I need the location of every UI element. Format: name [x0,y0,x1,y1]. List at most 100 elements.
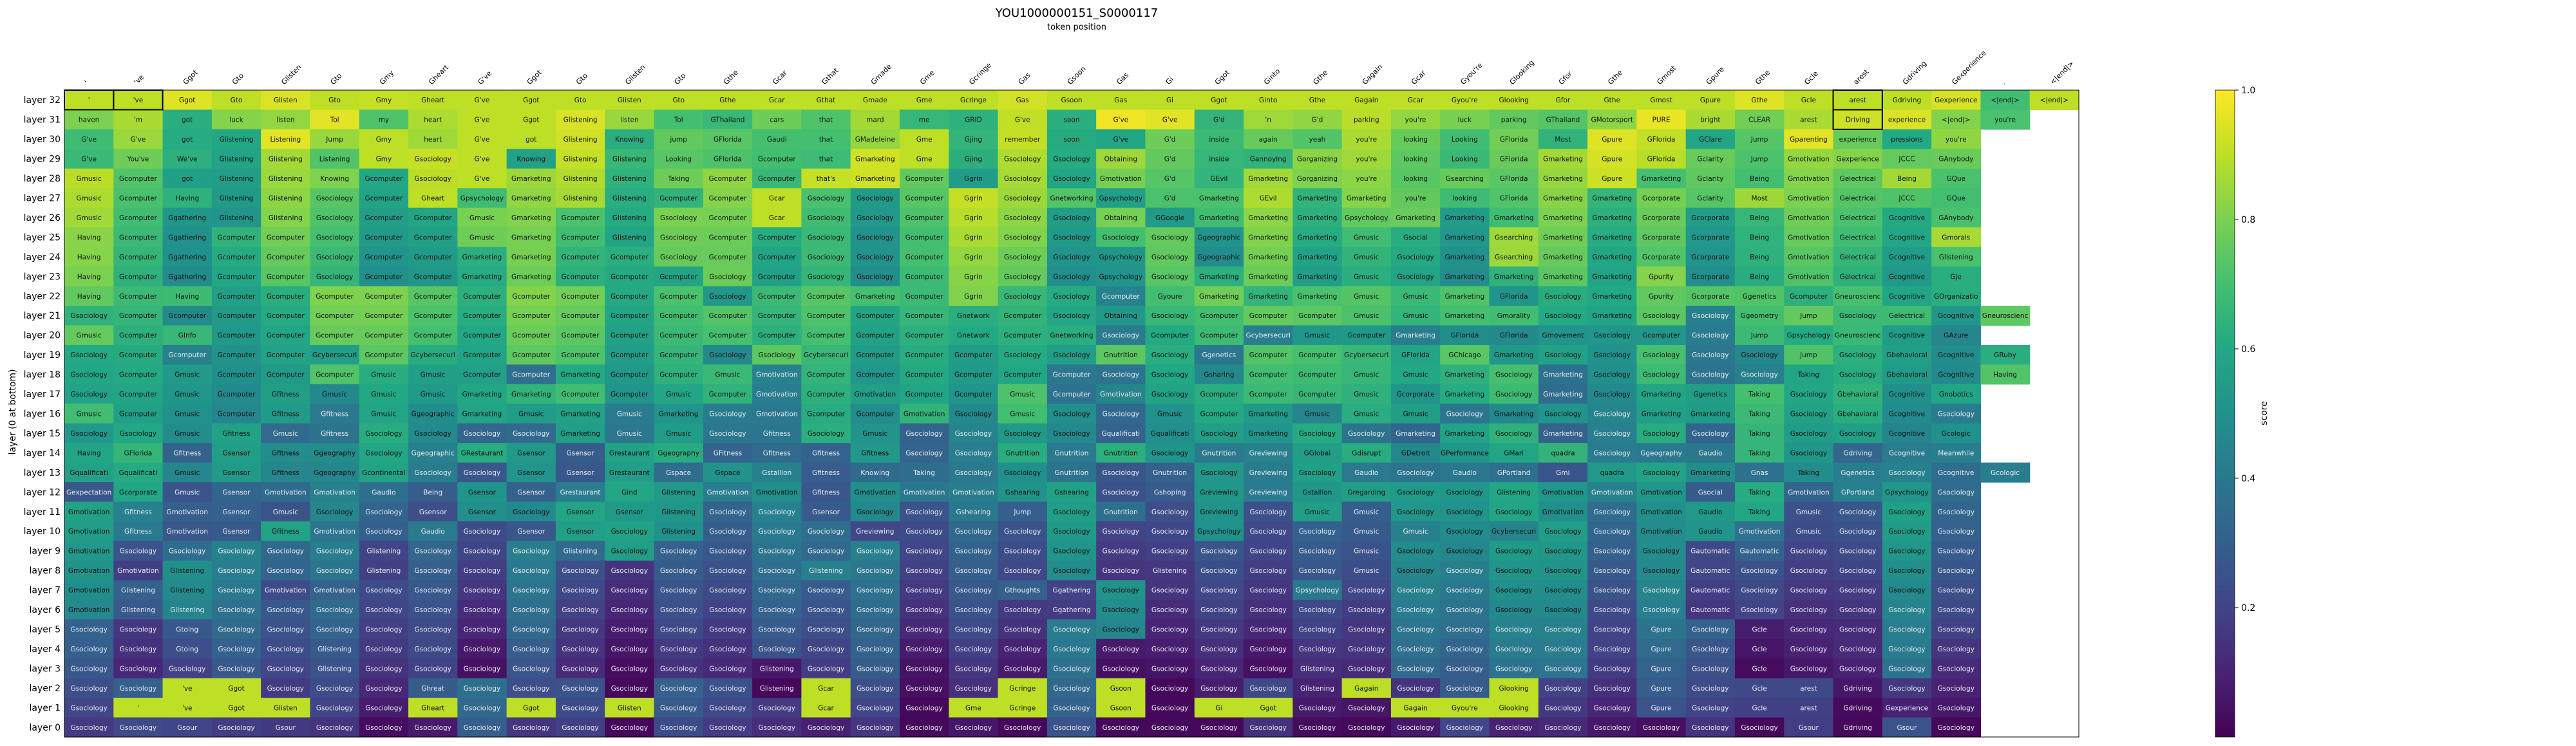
cell-token-label: Glooking [1499,97,1529,104]
heatmap-cell [1341,698,1392,718]
heatmap-cell [1587,501,1637,522]
cell-token-label: Gmarketing [511,214,551,222]
heatmap-cell [801,560,851,581]
heatmap-cell [1538,541,1588,561]
cell-token-label: Gmotivation [1591,489,1633,496]
heatmap-cell [1636,619,1687,640]
heatmap-cell [457,560,507,581]
cell-token-label: Ggot [179,97,195,104]
cell-token-label: Gmarketing [1543,273,1583,281]
heatmap-cell [1636,129,1687,149]
heatmap-cell [654,678,704,698]
heatmap-cell [1096,639,1146,659]
cell-token-label: Gpsychology [1099,195,1143,203]
heatmap-cell [752,698,802,718]
heatmap-cell [850,404,900,424]
heatmap-cell [1538,619,1588,640]
cell-token-label: Gmusic [1403,411,1428,418]
heatmap-cell [1538,247,1588,267]
cell-token-label: Gsociology [1053,626,1090,634]
heatmap-cell [1293,149,1343,169]
cell-token-label: Gcomputer [463,371,501,379]
heatmap-cell [1440,90,1490,111]
cell-token-label: Jump [1750,136,1768,144]
heatmap-cell [605,90,655,111]
cell-token-label: luck [229,117,243,124]
cell-token-label: Gsensor [223,508,251,516]
heatmap-cell [949,541,999,561]
heatmap-cell [850,521,900,542]
heatmap-cell [211,443,261,463]
heatmap-cell [1685,501,1736,522]
heatmap-cell [1980,109,2031,130]
cell-token-label: Gsociology [857,273,893,281]
heatmap-cell [1046,188,1097,209]
cell-token-label: Gshearing [1005,489,1040,496]
heatmap-cell [654,423,704,443]
heatmap-cell [1390,619,1441,640]
cell-token-label: Gsociology [1053,548,1090,555]
cell-token-label: Gmarketing [560,430,600,438]
heatmap-cell [1390,364,1441,385]
cell-token-label: Gstallion [762,469,791,477]
cell-token-label: Gsociology [1103,469,1139,477]
cell-token-label: Gsociology [464,587,500,595]
heatmap-cell [1489,149,1539,169]
cell-token-label: Gmarketing [1396,430,1435,438]
heatmap-cell [310,521,360,542]
cell-token-label: got [182,175,193,183]
heatmap-cell [752,404,802,424]
cell-token-label: Gsensor [567,469,595,477]
cell-token-label: Gsociology [1200,685,1237,693]
heatmap-cell [1882,247,1932,267]
cell-token-label: Gsociology [709,665,746,673]
cell-token-label: Gsociology [709,724,746,732]
heatmap-cell [1685,521,1736,542]
heatmap-cell [752,227,802,248]
heatmap-cell [605,560,655,581]
cell-token-label: Gfitness [272,411,299,418]
cell-token-label: Gmarketing [1543,391,1583,398]
heatmap-cell [1440,266,1490,287]
cell-token-label: Gsociology [1938,646,1975,653]
heatmap-cell [310,325,360,346]
cell-token-label: G've [475,97,490,104]
heatmap-cell [1145,619,1195,640]
heatmap-cell [1587,266,1637,287]
heatmap-cell [1341,717,1392,738]
cell-token-label: Gsociology [709,293,746,301]
cell-token-label: Gsour [1799,724,1819,732]
cell-token-label: inside [1209,156,1229,163]
heatmap-cell [310,109,360,130]
heatmap-cell [408,384,458,404]
heatmap-cell [1636,599,1687,620]
cell-token-label: Taking [1748,449,1770,457]
heatmap-cell [1145,560,1195,581]
cell-token-label: Gsociology [660,685,697,693]
heatmap-cell [1440,286,1490,306]
cell-token-label: Gsociology [1151,351,1188,359]
cell-token-label: GQue [1947,175,1966,183]
heatmap-cell [1390,266,1441,287]
cell-token-label: Gcontinental [362,469,405,477]
heatmap-cell [1293,109,1343,130]
heatmap-cell [408,599,458,620]
cell-token-label: Gsociology [660,214,697,222]
cell-token-label: Gsociology [1790,626,1827,634]
heatmap-cell [261,384,311,404]
heatmap-cell [1833,717,1883,738]
heatmap-cell [1931,717,1982,738]
cell-token-label: Ggot [1211,97,1227,104]
cell-token-label: Gmarketing [1543,430,1583,438]
cell-token-label: Gsociology [1053,293,1090,301]
cell-token-label: Gsociology [1053,156,1090,163]
cell-token-label: Glistening [269,156,303,163]
heatmap-cell [899,286,949,306]
heatmap-cell [1784,266,1834,287]
cell-token-label: Gmotivation [1542,489,1584,496]
cell-token-label: Gcomputer [218,312,256,320]
heatmap-cell [801,266,851,287]
cell-token-label: Gsociology [1938,685,1975,693]
cell-token-label: Gsociology [1249,665,1286,673]
heatmap-cell [1244,462,1293,483]
